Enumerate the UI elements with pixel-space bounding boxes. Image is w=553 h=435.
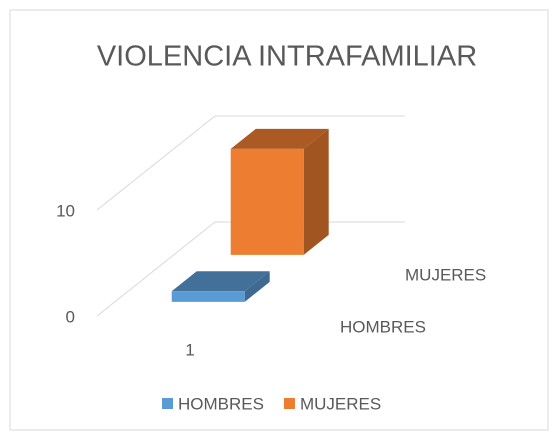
legend-swatch bbox=[283, 398, 295, 409]
bar-face bbox=[303, 128, 329, 255]
bar-face bbox=[230, 148, 304, 255]
legend-label: HOMBRES bbox=[178, 394, 264, 413]
y-tick-label: 10 bbox=[56, 201, 75, 220]
bar bbox=[230, 128, 329, 255]
y-tick-label: 0 bbox=[66, 307, 75, 326]
bar-face bbox=[171, 271, 270, 292]
legend-label: MUJERES bbox=[300, 394, 381, 413]
bar-face bbox=[244, 271, 270, 302]
depth-axis-label: MUJERES bbox=[405, 265, 486, 284]
bar-face bbox=[230, 128, 329, 149]
grid-line bbox=[96, 221, 405, 317]
bar-face bbox=[171, 291, 245, 302]
legend-swatch bbox=[162, 398, 173, 409]
bar bbox=[171, 271, 270, 302]
chart-title: VIOLENCIA INTRAFAMILIAR bbox=[97, 41, 477, 73]
grid-line bbox=[96, 115, 405, 211]
x-tick-label: 1 bbox=[185, 340, 194, 359]
depth-axis-label: HOMBRES bbox=[340, 317, 426, 336]
